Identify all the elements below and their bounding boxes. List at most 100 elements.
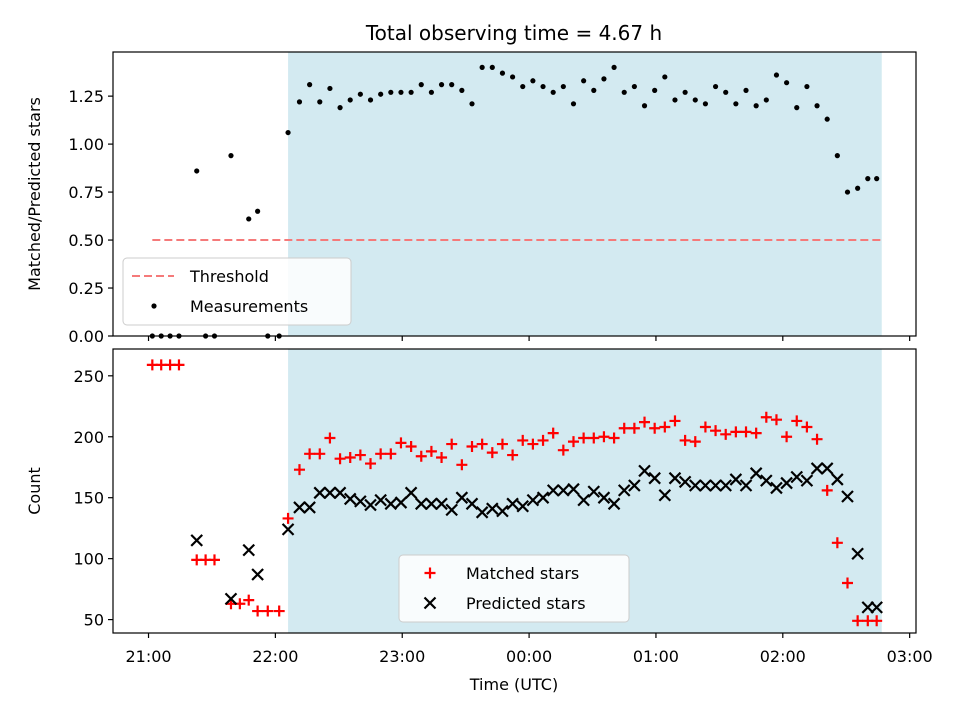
- data-point: [587, 485, 601, 498]
- data-point: [323, 486, 337, 500]
- data-point: [628, 422, 640, 434]
- chart-title: Total observing time = 4.67 h: [365, 21, 662, 45]
- data-point: [507, 449, 519, 461]
- x-tick-label: 02:00: [760, 647, 806, 666]
- data-point: [378, 91, 384, 97]
- data-point: [784, 80, 790, 86]
- data-point: [709, 479, 722, 492]
- y-tick-label: 250: [73, 367, 104, 386]
- data-point: [425, 497, 438, 511]
- data-point: [343, 492, 357, 506]
- data-point: [578, 432, 590, 444]
- data-point: [682, 89, 688, 95]
- data-point: [841, 490, 854, 503]
- data-point: [730, 426, 742, 438]
- data-point: [428, 89, 435, 95]
- data-point: [374, 493, 387, 507]
- data-point: [262, 605, 274, 617]
- data-point: [750, 427, 762, 439]
- data-point: [425, 445, 437, 457]
- data-point: [702, 101, 709, 107]
- data-point: [384, 497, 398, 511]
- data-point: [648, 471, 661, 485]
- data-point: [729, 473, 743, 486]
- data-point: [855, 185, 861, 191]
- x-tick-label: 03:00: [887, 647, 933, 666]
- data-point: [499, 70, 506, 76]
- data-point: [347, 97, 353, 103]
- bottom-panel-counts: 50 100 150 200 250 21:00 22:00 23:00 00:00 01:00 0…: [25, 348, 933, 666]
- data-point: [496, 438, 508, 450]
- data-point: [557, 444, 569, 456]
- data-point: [710, 425, 722, 437]
- data-point: [763, 97, 769, 103]
- data-point: [486, 502, 499, 515]
- data-point: [820, 462, 834, 475]
- data-point: [773, 72, 780, 78]
- data-point: [688, 479, 702, 492]
- data-point: [659, 421, 671, 433]
- data-point: [194, 168, 200, 174]
- data-point: [689, 436, 701, 448]
- data-point: [414, 497, 428, 511]
- data-point: [436, 451, 448, 463]
- data-point: [841, 577, 853, 589]
- data-point: [242, 543, 256, 557]
- data-point: [385, 448, 397, 460]
- data-point: [408, 89, 414, 95]
- data-point: [831, 537, 843, 549]
- data-point: [456, 459, 468, 471]
- data-point: [740, 426, 752, 438]
- data-point: [547, 427, 559, 439]
- legend-label: Matched stars: [466, 564, 579, 583]
- data-point: [852, 615, 864, 627]
- legend-label: Predicted stars: [466, 594, 586, 613]
- data-point: [608, 432, 620, 444]
- legend-label: Threshold: [189, 267, 269, 286]
- data-point: [801, 421, 813, 433]
- data-point: [588, 432, 600, 444]
- data-point: [621, 89, 627, 95]
- data-point: [652, 87, 658, 93]
- data-point: [282, 512, 294, 524]
- data-point: [723, 89, 729, 95]
- data-point: [394, 496, 408, 509]
- data-point: [607, 497, 621, 511]
- data-point: [814, 103, 820, 109]
- data-point: [435, 497, 448, 511]
- data-point: [679, 434, 691, 446]
- data-point: [469, 101, 475, 107]
- data-point: [337, 105, 343, 111]
- data-point: [831, 473, 844, 486]
- data-point: [536, 491, 550, 504]
- data-point: [228, 153, 234, 159]
- data-point: [662, 74, 668, 80]
- data-point: [811, 433, 823, 445]
- data-point: [537, 434, 549, 446]
- data-point: [313, 486, 327, 500]
- data-point: [479, 64, 485, 70]
- data-point: [465, 497, 479, 511]
- y-tick-label: 200: [73, 428, 104, 447]
- data-point: [526, 493, 540, 507]
- y-tick-label: 0.00: [68, 327, 104, 346]
- data-point: [357, 91, 363, 97]
- data-point: [303, 501, 316, 514]
- data-point: [252, 605, 264, 617]
- data-point: [567, 436, 579, 448]
- data-point: [780, 476, 793, 490]
- top-panel-ratio: 0.00 0.25 0.50 0.75 1.00 1.25 Matched/Predicte…: [25, 51, 917, 346]
- data-point: [692, 97, 698, 103]
- data-point: [719, 479, 732, 492]
- y-tick-label: 0.75: [68, 183, 104, 202]
- x-tick-label: 21:00: [125, 647, 171, 666]
- data-point: [743, 87, 749, 93]
- data-point: [871, 615, 883, 627]
- data-point: [527, 438, 539, 450]
- data-point: [405, 441, 417, 453]
- data-point: [658, 488, 672, 502]
- data-point: [344, 451, 356, 463]
- x-tick-label: 22:00: [252, 647, 298, 666]
- data-point: [388, 89, 394, 95]
- data-point: [851, 547, 864, 561]
